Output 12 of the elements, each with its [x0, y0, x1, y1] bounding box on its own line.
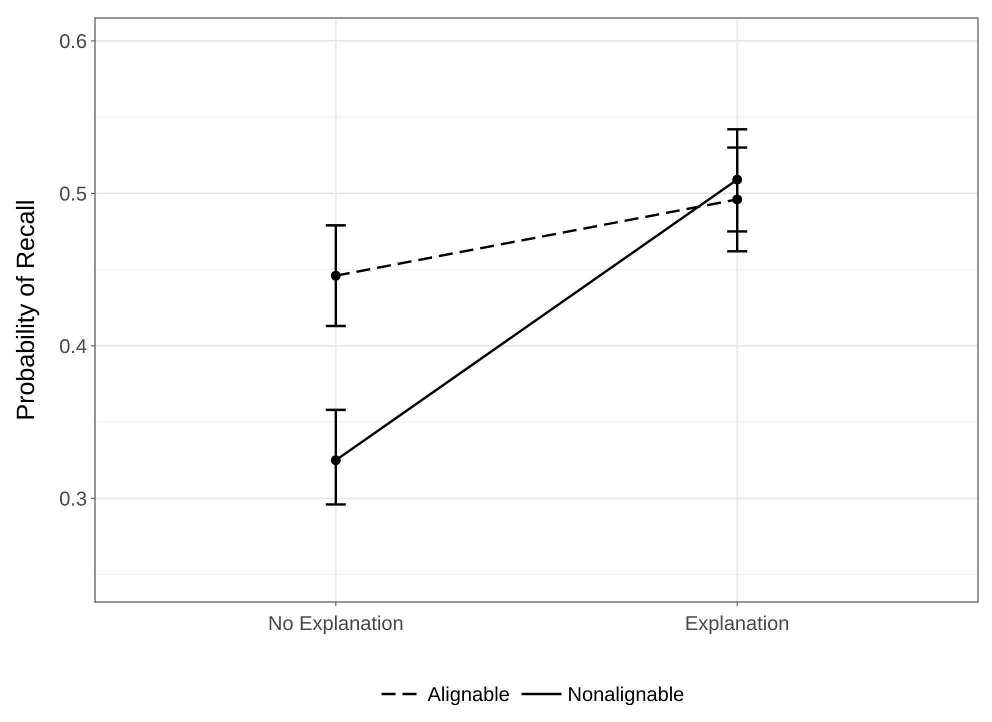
legend-label: Nonalignable — [568, 684, 684, 706]
x-tick-label: Explanation — [684, 613, 790, 635]
y-axis-title: Probability of Recall — [12, 200, 40, 420]
y-tick-label: 0.6 — [59, 30, 87, 53]
x-tick-label: No Explanation — [268, 613, 404, 635]
y-tick-label: 0.4 — [59, 336, 87, 358]
legend-label: Alignable — [428, 684, 510, 706]
y-tick-label: 0.5 — [59, 183, 87, 206]
point — [330, 455, 341, 466]
y-tick-label: 0.3 — [59, 488, 87, 510]
point — [330, 270, 341, 281]
point — [732, 174, 742, 185]
